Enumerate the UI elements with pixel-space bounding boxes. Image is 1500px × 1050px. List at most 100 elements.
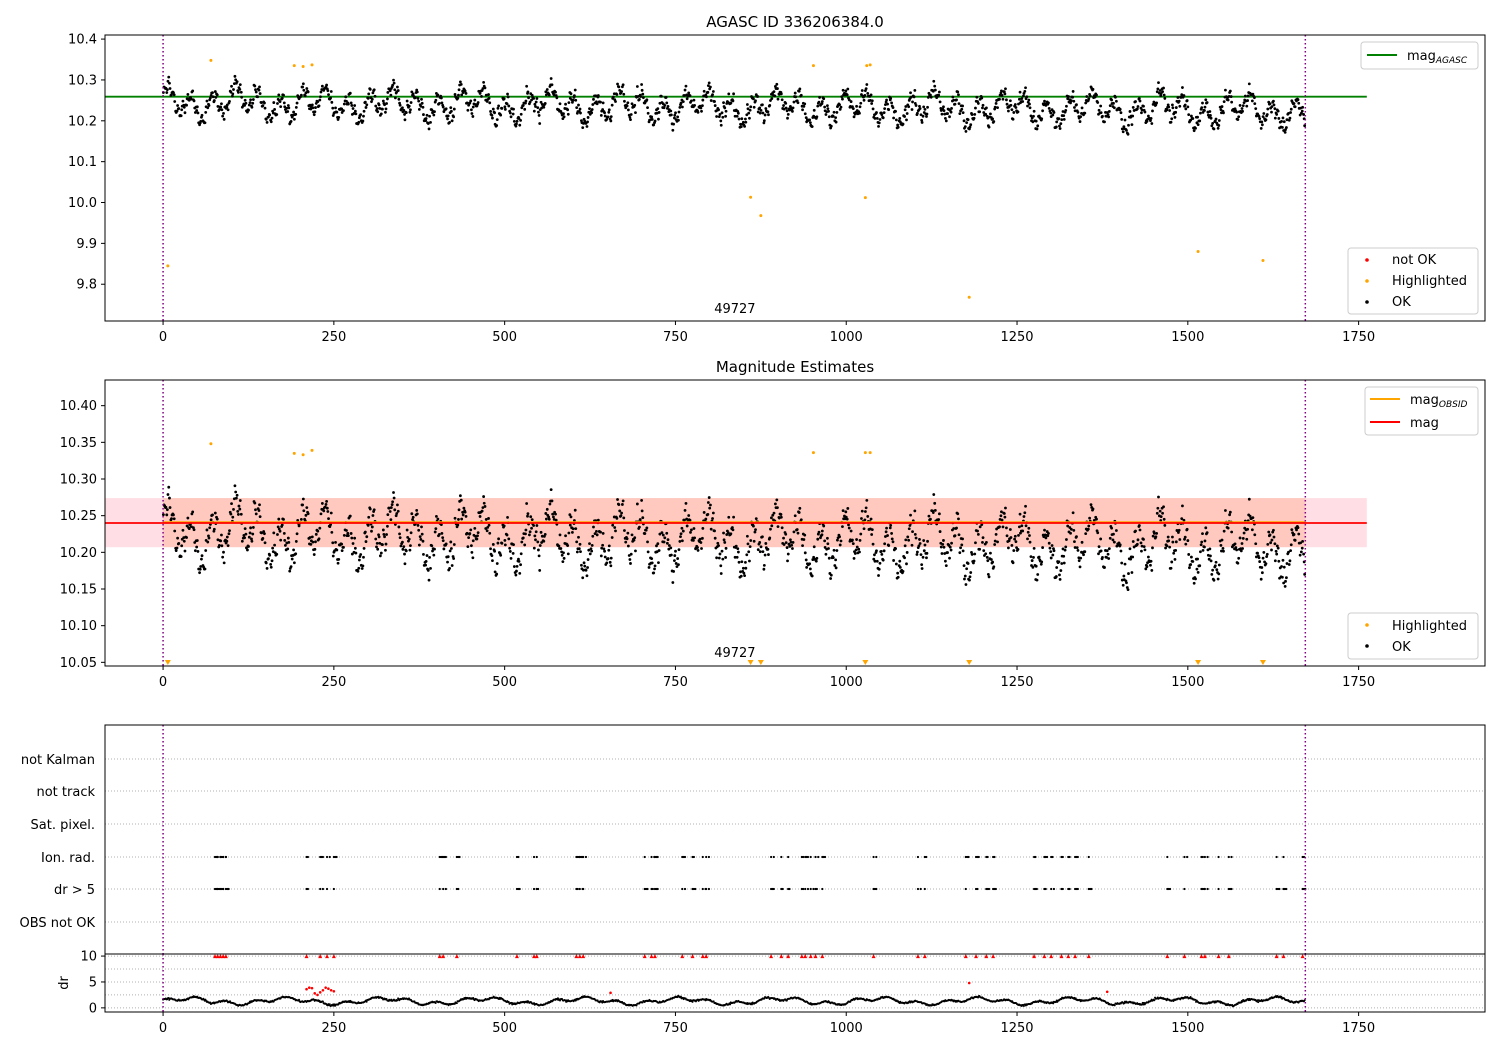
ok-point <box>375 541 379 545</box>
ok-point <box>420 525 423 529</box>
ok-point <box>413 96 417 100</box>
ok-point <box>702 89 706 93</box>
ok-point <box>544 517 548 521</box>
highlighted-point <box>301 64 305 68</box>
ok-point <box>766 547 770 551</box>
ok-point <box>411 515 415 519</box>
ok-point <box>599 114 603 117</box>
panel-2-legend-top: magOBSID mag <box>1364 386 1479 436</box>
ok-point <box>966 562 970 565</box>
ok-point <box>723 106 727 110</box>
ok-point <box>277 527 281 531</box>
ok-point <box>1105 549 1109 553</box>
ok-point <box>387 506 391 510</box>
ok-point <box>820 533 824 537</box>
ok-point <box>685 97 689 101</box>
ok-point <box>1103 120 1106 124</box>
ok-point <box>922 539 926 542</box>
ok-point <box>665 541 669 545</box>
ok-point <box>652 123 656 127</box>
ok-point <box>571 527 575 531</box>
ok-point <box>437 102 441 105</box>
ok-point <box>701 526 705 530</box>
ok-point <box>1048 546 1052 550</box>
ok-point <box>729 101 733 105</box>
ok-point <box>1295 528 1298 532</box>
ok-point <box>503 538 507 542</box>
ok-point <box>891 106 895 109</box>
ok-point <box>798 87 802 91</box>
ok-point <box>545 88 549 91</box>
ok-point <box>981 536 985 540</box>
ok-point <box>866 515 870 518</box>
ok-point <box>1265 555 1269 559</box>
ok-point <box>620 90 623 93</box>
ok-point <box>797 89 801 93</box>
ok-point <box>539 100 543 104</box>
ok-point <box>456 523 460 527</box>
ok-point <box>243 98 247 102</box>
ok-point <box>905 118 908 122</box>
ok-point <box>1069 527 1073 531</box>
ok-point <box>718 552 722 556</box>
ok-point <box>877 574 880 577</box>
ok-point <box>835 111 839 114</box>
ok-point <box>838 107 842 111</box>
flag-point <box>576 887 579 891</box>
ok-point <box>1212 578 1216 582</box>
ok-point <box>1253 533 1257 537</box>
ok-point <box>1001 525 1005 529</box>
ok-point <box>446 117 449 121</box>
ok-point <box>638 97 641 101</box>
ok-point <box>609 115 613 119</box>
ok-point <box>745 553 749 557</box>
offscale-marker <box>164 660 171 665</box>
ok-point <box>770 516 773 520</box>
ok-point <box>403 562 407 566</box>
ok-point <box>550 499 554 503</box>
ok-point <box>385 102 388 105</box>
ok-point <box>1162 517 1166 521</box>
flag-point <box>325 887 329 891</box>
flag-point <box>707 887 711 891</box>
ok-point <box>434 527 438 531</box>
ok-point <box>1123 562 1127 566</box>
flag-point <box>1076 855 1079 859</box>
ok-point <box>282 518 285 521</box>
ok-point <box>247 103 251 107</box>
ok-point <box>1277 117 1281 120</box>
ok-point <box>684 501 688 505</box>
ok-point <box>1214 560 1218 564</box>
ok-point <box>538 569 542 572</box>
x-tick-label: 1500 <box>1171 675 1204 690</box>
ok-point <box>560 553 564 557</box>
flag-point <box>646 887 649 891</box>
ok-point <box>385 533 388 536</box>
ok-point <box>326 510 330 513</box>
ok-point <box>370 525 374 529</box>
ok-point <box>1195 567 1199 571</box>
ok-point <box>1138 99 1142 103</box>
ok-point <box>948 556 951 560</box>
ok-point <box>452 115 456 119</box>
ok-point <box>632 538 636 542</box>
legend-label-highlighted: Highlighted <box>1392 274 1467 289</box>
ok-point <box>363 530 367 534</box>
ok-point <box>429 566 432 570</box>
ok-point <box>1289 543 1293 547</box>
ok-point <box>831 556 835 560</box>
ok-point <box>544 93 548 97</box>
ok-point <box>960 543 964 547</box>
flag-point <box>319 887 322 891</box>
ok-point <box>1016 110 1020 114</box>
ok-point <box>1126 132 1130 136</box>
ok-point <box>841 509 845 513</box>
ok-point <box>1242 531 1246 535</box>
ok-point <box>287 106 291 110</box>
ok-point <box>940 552 944 555</box>
ok-point <box>318 526 322 530</box>
ok-point <box>1028 540 1032 544</box>
ok-point <box>956 90 960 94</box>
flag-point <box>925 855 928 859</box>
ok-point <box>999 514 1003 518</box>
